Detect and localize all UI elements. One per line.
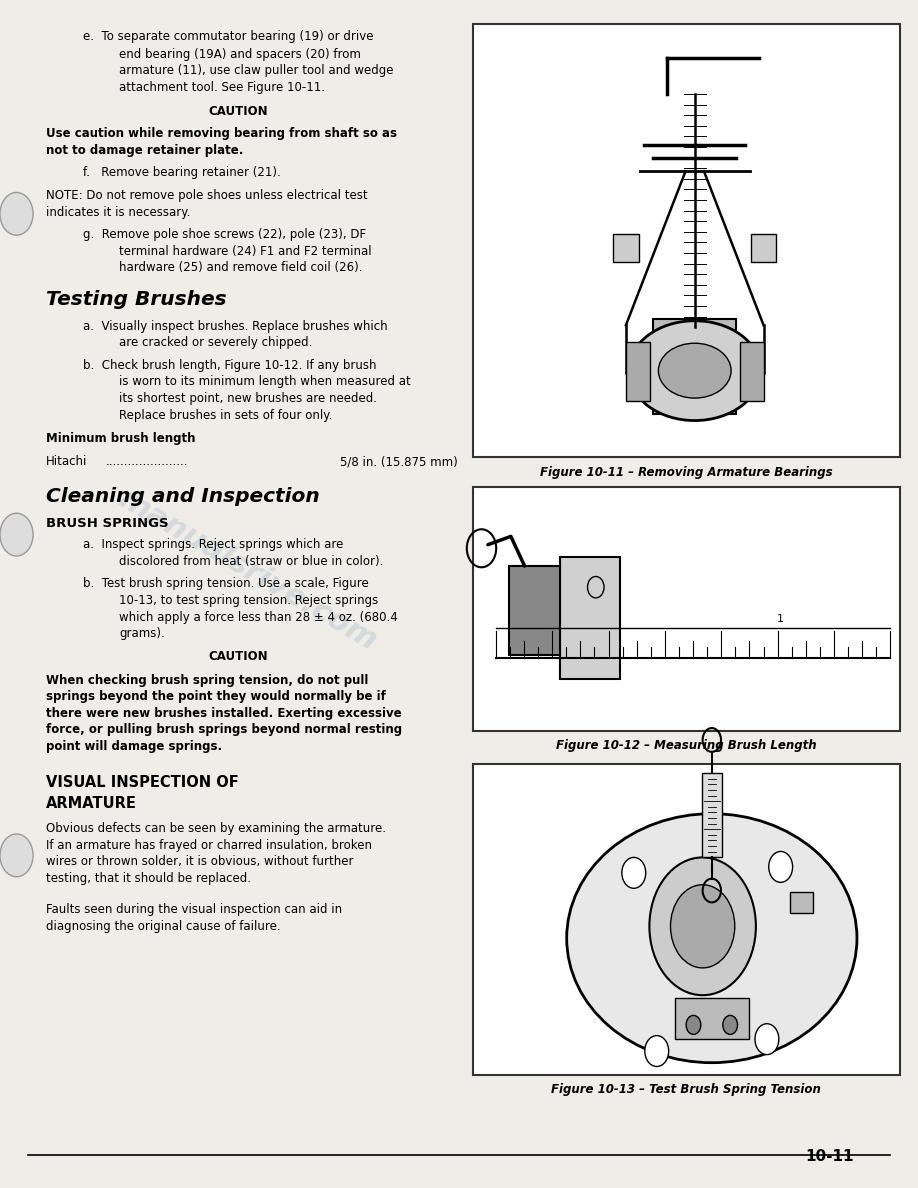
Circle shape [0,834,33,877]
Text: Replace brushes in sets of four only.: Replace brushes in sets of four only. [119,409,332,422]
Text: are cracked or severely chipped.: are cracked or severely chipped. [119,336,313,349]
Bar [473,487,900,731]
Bar [701,773,722,858]
Text: which apply a force less than 28 ± 4 oz. (680.4: which apply a force less than 28 ± 4 oz.… [119,611,398,624]
Circle shape [0,513,33,556]
Text: indicates it is necessary.: indicates it is necessary. [46,206,190,219]
Bar [613,234,639,263]
Bar [509,567,560,656]
Text: Obvious defects can be seen by examining the armature.: Obvious defects can be seen by examining… [46,822,386,835]
Text: its shortest point, new brushes are needed.: its shortest point, new brushes are need… [119,392,377,405]
Circle shape [768,852,792,883]
Text: e.  To separate commutator bearing (19) or drive: e. To separate commutator bearing (19) o… [83,30,373,43]
Ellipse shape [629,321,761,421]
Text: end bearing (19A) and spacers (20) from: end bearing (19A) and spacers (20) from [119,48,361,61]
Text: Testing Brushes: Testing Brushes [46,290,227,309]
Text: Use caution while removing bearing from shaft so as: Use caution while removing bearing from … [46,127,397,140]
Text: grams).: grams). [119,627,165,640]
Circle shape [722,1016,737,1035]
Text: When checking brush spring tension, do not pull: When checking brush spring tension, do n… [46,674,368,687]
Text: a.  Inspect springs. Reject springs which are: a. Inspect springs. Reject springs which… [83,538,343,551]
Bar [626,342,650,402]
Text: armature (11), use claw puller tool and wedge: armature (11), use claw puller tool and … [119,64,394,77]
Text: ARMATURE: ARMATURE [46,796,137,811]
Text: CAUTION: CAUTION [209,650,268,663]
Text: b.  Test brush spring tension. Use a scale, Figure: b. Test brush spring tension. Use a scal… [83,577,368,590]
Text: b.  Check brush length, Figure 10-12. If any brush: b. Check brush length, Figure 10-12. If … [83,359,376,372]
Text: manualsrive.com: manualsrive.com [114,485,382,656]
Text: 1: 1 [777,614,784,625]
Text: 5/8 in. (15.875 mm): 5/8 in. (15.875 mm) [340,455,457,468]
Text: Cleaning and Inspection: Cleaning and Inspection [46,487,319,506]
Text: Minimum brush length: Minimum brush length [46,432,196,446]
Text: 10-13, to test spring tension. Reject springs: 10-13, to test spring tension. Reject sp… [119,594,378,607]
Circle shape [0,192,33,235]
Text: wires or thrown solder, it is obvious, without further: wires or thrown solder, it is obvious, w… [46,855,353,868]
Circle shape [649,858,756,996]
Text: a.  Visually inspect brushes. Replace brushes which: a. Visually inspect brushes. Replace bru… [83,320,387,333]
Text: is worn to its minimum length when measured at: is worn to its minimum length when measu… [119,375,411,388]
Text: Figure 10-11 – Removing Armature Bearings: Figure 10-11 – Removing Armature Bearing… [540,466,833,479]
Text: Faults seen during the visual inspection can aid in: Faults seen during the visual inspection… [46,903,342,916]
Circle shape [621,858,645,889]
Bar [560,556,620,680]
Circle shape [755,1024,778,1055]
Text: Hitachi: Hitachi [46,455,87,468]
Bar [473,24,900,457]
Bar [675,998,748,1040]
Text: BRUSH SPRINGS: BRUSH SPRINGS [46,517,169,530]
Text: CAUTION: CAUTION [209,105,268,118]
Text: terminal hardware (24) F1 and F2 terminal: terminal hardware (24) F1 and F2 termina… [119,245,372,258]
Ellipse shape [658,343,731,398]
Text: g.  Remove pole shoe screws (22), pole (23), DF: g. Remove pole shoe screws (22), pole (2… [83,228,365,241]
Circle shape [686,1016,700,1035]
Text: there were new brushes installed. Exerting excessive: there were new brushes installed. Exerti… [46,707,401,720]
Text: NOTE: Do not remove pole shoes unless electrical test: NOTE: Do not remove pole shoes unless el… [46,189,367,202]
Bar [751,234,777,263]
Text: testing, that it should be replaced.: testing, that it should be replaced. [46,872,251,885]
Text: Figure 10-12 – Measuring Brush Length: Figure 10-12 – Measuring Brush Length [556,739,816,752]
Ellipse shape [566,814,857,1063]
Bar [654,320,736,415]
Circle shape [644,1036,668,1067]
Text: not to damage retainer plate.: not to damage retainer plate. [46,144,243,157]
Bar [740,342,764,402]
Text: f.   Remove bearing retainer (21).: f. Remove bearing retainer (21). [83,166,280,179]
Text: 10-11: 10-11 [805,1149,854,1164]
Text: If an armature has frayed or charred insulation, broken: If an armature has frayed or charred ins… [46,839,372,852]
Bar [473,764,900,1075]
Text: hardware (25) and remove field coil (26).: hardware (25) and remove field coil (26)… [119,261,363,274]
Text: ......................: ...................... [106,455,188,468]
Text: diagnosing the original cause of failure.: diagnosing the original cause of failure… [46,920,281,933]
Text: force, or pulling brush springs beyond normal resting: force, or pulling brush springs beyond n… [46,723,402,737]
Text: attachment tool. See Figure 10-11.: attachment tool. See Figure 10-11. [119,81,325,94]
FancyArrow shape [789,892,812,914]
Text: point will damage springs.: point will damage springs. [46,740,222,753]
Text: springs beyond the point they would normally be if: springs beyond the point they would norm… [46,690,386,703]
Text: Figure 10-13 – Test Brush Spring Tension: Figure 10-13 – Test Brush Spring Tension [552,1083,821,1097]
Text: VISUAL INSPECTION OF: VISUAL INSPECTION OF [46,775,239,790]
Circle shape [670,885,734,968]
Text: discolored from heat (straw or blue in color).: discolored from heat (straw or blue in c… [119,555,384,568]
